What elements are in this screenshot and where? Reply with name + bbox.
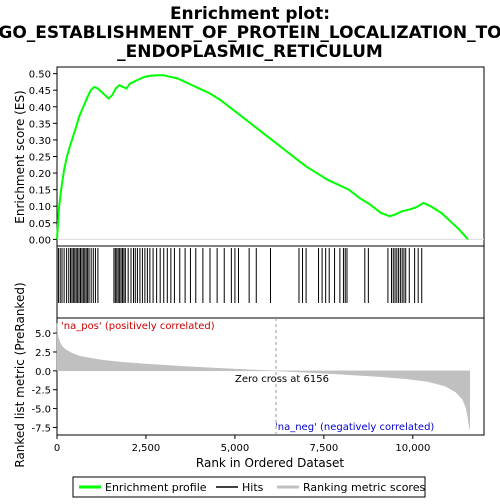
positive-correlation-label: 'na_pos' (positively correlated) bbox=[61, 321, 215, 332]
legend: Enrichment profile Hits Ranking metric s… bbox=[72, 476, 426, 498]
es-y-tick-label: 0.30 bbox=[29, 136, 51, 147]
ranking-y-tick-label: -2.5 bbox=[31, 386, 51, 397]
enrichment-profile-group bbox=[56, 74, 484, 241]
ranking-metric-series bbox=[56, 323, 471, 430]
chart-title-line-3: _ENDOPLASMIC_RETICULUM bbox=[117, 42, 383, 62]
x-tick-label: 2,500 bbox=[132, 443, 161, 454]
es-y-tick-label: 0.00 bbox=[29, 235, 51, 246]
ranking-y-tick-label: 2.5 bbox=[35, 348, 51, 359]
es-y-tick-label: 0.25 bbox=[29, 153, 51, 164]
x-tick-label: 0 bbox=[54, 443, 60, 454]
es-y-tick-label: 0.20 bbox=[29, 169, 51, 180]
negative-correlation-label: 'na_neg' (negatively correlated) bbox=[275, 422, 434, 433]
ranking-y-axis-label: Ranked list metric (PreRanked) bbox=[13, 282, 27, 467]
x-tick-label: 10,000 bbox=[395, 443, 430, 454]
x-axis-label: Rank in Ordered Dataset bbox=[196, 456, 344, 470]
es-panel-frame bbox=[56, 66, 485, 247]
es-y-axis: 0.00 0.05 0.10 0.15 0.20 0.25 0.30 0.35 0.40 0.45… bbox=[29, 70, 57, 246]
es-y-tick-label: 0.50 bbox=[29, 70, 51, 81]
ranking-y-tick-label: 5.0 bbox=[35, 329, 51, 340]
es-y-tick-label: 0.40 bbox=[29, 103, 51, 114]
zero-cross-label: Zero cross at 6156 bbox=[235, 374, 329, 385]
chart-title-line-1: Enrichment plot: bbox=[170, 4, 330, 24]
ranking-y-tick-label: -7.5 bbox=[31, 423, 51, 434]
ranking-panel-frame bbox=[56, 317, 485, 436]
ranking-y-tick-label: 0.0 bbox=[35, 367, 51, 378]
x-tick-label: 5,000 bbox=[221, 443, 250, 454]
legend-hits-label: Hits bbox=[242, 481, 264, 494]
es-y-tick-label: 0.35 bbox=[29, 119, 51, 130]
ranking-y-tick-label: -5.0 bbox=[31, 405, 51, 416]
enrichment-profile-line bbox=[56, 74, 469, 241]
chart-title-line-2: GO_ESTABLISHMENT_OF_PROTEIN_LOCALIZATION… bbox=[0, 23, 500, 43]
es-y-tick-label: 0.05 bbox=[29, 219, 51, 230]
ranking-y-axis: -7.5 -5.0 -2.5 0.0 2.5 5.0 bbox=[31, 329, 57, 434]
legend-enrichment-profile-label: Enrichment profile bbox=[105, 481, 207, 494]
es-y-axis-label: Enrichment score (ES) bbox=[13, 90, 27, 223]
legend-ranking-metric-label: Ranking metric scores bbox=[303, 481, 425, 494]
es-y-tick-label: 0.10 bbox=[29, 202, 51, 213]
x-tick-label: 7,500 bbox=[310, 443, 339, 454]
ranking-metric-area bbox=[56, 323, 471, 430]
hits-group bbox=[57, 248, 423, 303]
es-y-tick-label: 0.15 bbox=[29, 186, 51, 197]
x-axis: 0 2,500 5,000 7,500 10,000 bbox=[54, 435, 430, 454]
es-y-tick-label: 0.45 bbox=[29, 86, 51, 97]
legend-frame bbox=[72, 476, 426, 498]
